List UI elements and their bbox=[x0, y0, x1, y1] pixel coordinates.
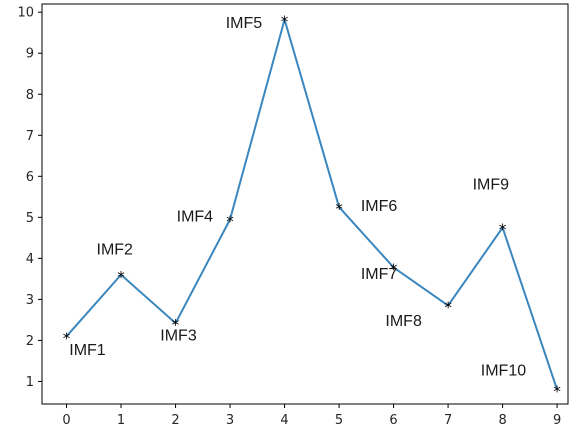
y-tick-label: 3 bbox=[26, 293, 34, 308]
x-tick-label: 1 bbox=[117, 413, 125, 428]
series-layer: * * * * * * * * * * bbox=[63, 13, 562, 401]
y-tick-label: 10 bbox=[17, 6, 34, 21]
series-line bbox=[65, 18, 559, 390]
x-tick-label: 9 bbox=[553, 413, 561, 428]
y-tick-label: 8 bbox=[26, 88, 34, 103]
x-tick-label: 0 bbox=[62, 413, 70, 428]
imf-label: IMF10 bbox=[481, 362, 526, 379]
axis-ticks: 0 1 2 3 4 5 6 7 8 9 1 2 3 4 5 6 7 8 9 10 bbox=[17, 6, 561, 428]
point-labels: IMF1 IMF2 IMF3 IMF4 IMF5 IMF6 IMF7 IMF8 IMF9 IMF1… bbox=[69, 15, 526, 379]
data-point-marker: * bbox=[499, 221, 507, 239]
imf-label: IMF3 bbox=[160, 327, 197, 344]
data-point-marker: * bbox=[172, 316, 180, 334]
y-tick-label: 6 bbox=[26, 170, 34, 185]
imf-label: IMF9 bbox=[473, 176, 510, 193]
x-tick-label: 3 bbox=[226, 413, 234, 428]
data-point-marker: * bbox=[226, 212, 234, 230]
y-tick-label: 9 bbox=[26, 47, 34, 62]
data-point-marker: * bbox=[335, 200, 343, 218]
data-point-marker: * bbox=[63, 329, 71, 347]
x-tick-label: 5 bbox=[335, 413, 343, 428]
data-point-marker: * bbox=[553, 383, 561, 401]
imf-label: IMF5 bbox=[226, 15, 263, 32]
data-point-marker: * bbox=[117, 268, 125, 286]
imf-label: IMF4 bbox=[177, 208, 214, 225]
imf-label: IMF2 bbox=[97, 241, 134, 258]
x-tick-label: 2 bbox=[171, 413, 179, 428]
y-tick-label: 7 bbox=[26, 129, 34, 144]
imf-label: IMF6 bbox=[361, 198, 398, 215]
data-point-marker: * bbox=[390, 260, 398, 278]
y-tick-label: 1 bbox=[26, 375, 34, 390]
data-point-marker: * bbox=[444, 299, 452, 317]
y-tick-label: 2 bbox=[26, 334, 34, 349]
y-tick-label: 4 bbox=[26, 252, 34, 267]
x-tick-label: 7 bbox=[444, 413, 452, 428]
imf-label: IMF7 bbox=[361, 266, 398, 283]
imf-label: IMF8 bbox=[385, 313, 422, 330]
x-tick-label: 6 bbox=[389, 413, 397, 428]
y-tick-label: 5 bbox=[26, 211, 34, 226]
plot-frame bbox=[41, 3, 569, 405]
x-tick-label: 4 bbox=[280, 413, 288, 428]
x-tick-label: 8 bbox=[498, 413, 506, 428]
imf-label: IMF1 bbox=[69, 342, 106, 359]
data-point-marker: * bbox=[281, 13, 289, 31]
